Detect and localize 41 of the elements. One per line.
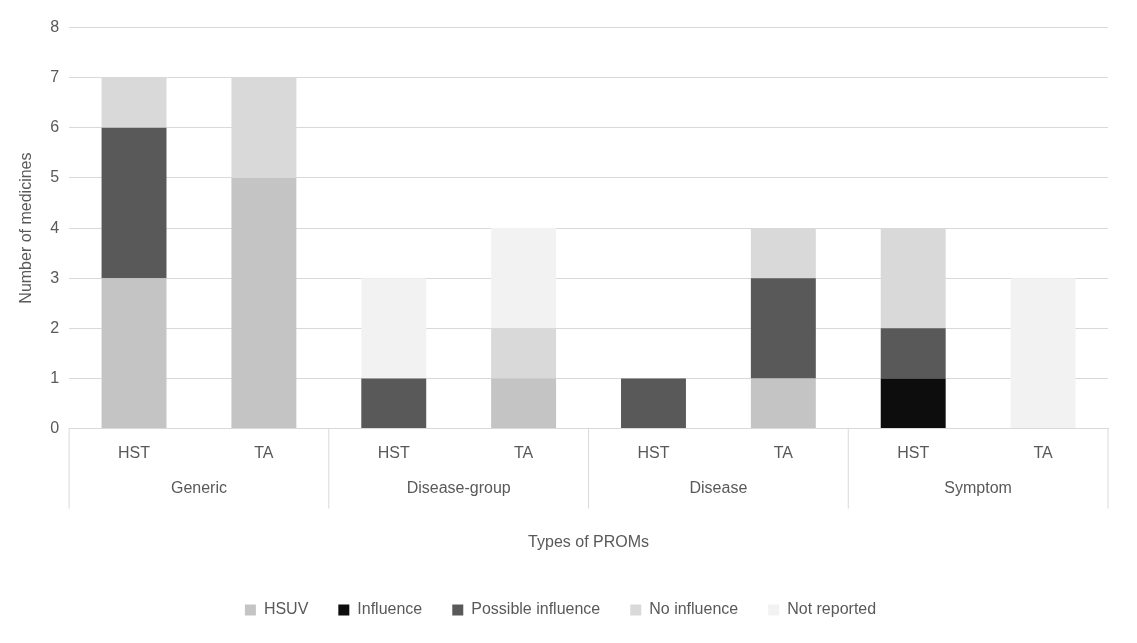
- x-tick-label: TA: [1033, 443, 1054, 461]
- y-tick-label: 1: [50, 368, 60, 386]
- y-tick-label: 4: [50, 218, 60, 236]
- bar: [880, 328, 946, 379]
- y-tick-label: 5: [50, 168, 60, 186]
- y-tick-label: 6: [50, 118, 60, 136]
- bar: [1010, 278, 1076, 429]
- x-tick-label: TA: [773, 443, 794, 461]
- y-tick-label: 0: [50, 419, 60, 437]
- y-tick-label: 2: [50, 318, 60, 336]
- bar: [880, 378, 946, 429]
- y-axis-title: Number of medicines: [17, 152, 35, 304]
- text: Symptom: [944, 479, 1012, 497]
- text: Disease: [689, 479, 748, 497]
- x-tick-label: TA: [254, 443, 274, 461]
- legend-label: Influence: [357, 600, 423, 618]
- x-tick-label: HST: [897, 443, 930, 461]
- bar: [750, 278, 816, 379]
- bar: [101, 278, 167, 429]
- bar: [231, 177, 297, 429]
- bar: [361, 278, 427, 379]
- x-tick-label: HST: [637, 443, 670, 461]
- x-axis-title: Types of PROMs: [528, 532, 650, 550]
- bar: [491, 378, 557, 429]
- bar: [621, 378, 686, 429]
- y-tick-label: 8: [50, 18, 60, 36]
- legend-label: HSUV: [263, 600, 309, 618]
- x-tick-label: HST: [377, 443, 410, 461]
- text: Disease-group: [406, 479, 511, 497]
- x-tick-label: HST: [118, 443, 151, 461]
- bar: [361, 378, 427, 429]
- bar: [101, 127, 167, 279]
- x-tick-label: TA: [513, 443, 534, 461]
- y-tick-label: 3: [50, 268, 60, 286]
- text: Generic: [170, 479, 227, 497]
- y-tick-label: 7: [50, 68, 60, 86]
- legend-label: No influence: [649, 600, 739, 618]
- bar: [750, 378, 816, 429]
- legend-label: Possible influence: [471, 600, 601, 618]
- bar: [491, 228, 557, 329]
- legend-label: Not reported: [787, 600, 877, 618]
